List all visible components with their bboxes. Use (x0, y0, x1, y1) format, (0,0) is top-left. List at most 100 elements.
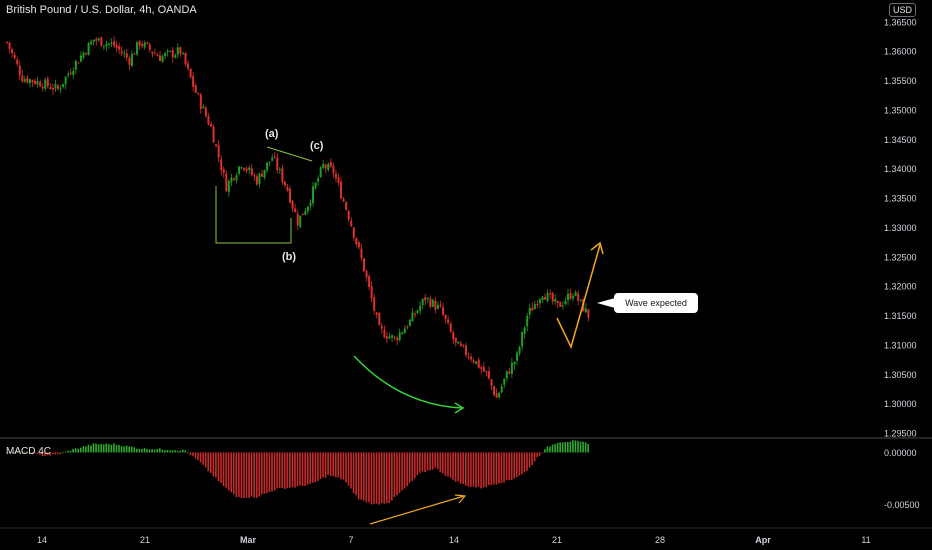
macd-bar (470, 452, 472, 487)
candle (72, 70, 75, 75)
candle (411, 312, 414, 322)
macd-bar (192, 452, 194, 456)
macd-bar (546, 446, 549, 453)
candle (408, 319, 411, 326)
candle (500, 386, 503, 393)
candle (82, 52, 85, 58)
candle (51, 87, 54, 90)
macd-bar (398, 452, 401, 494)
macd-bar (21, 452, 23, 454)
macd-bar (459, 452, 462, 484)
candle (370, 285, 373, 299)
macd-bar (561, 442, 564, 453)
macd-bar (204, 452, 207, 468)
macd-bar (54, 452, 57, 455)
macd-bar (49, 452, 51, 456)
chart-drawings (215, 146, 604, 525)
candle (217, 145, 220, 158)
candle (528, 307, 531, 315)
macd-bar (243, 452, 245, 498)
candle (141, 44, 144, 47)
macd-bar (184, 450, 187, 453)
macd-bar (541, 452, 544, 454)
candle (110, 42, 113, 44)
macd-bar (90, 445, 92, 453)
time-tick-label: 14 (449, 535, 459, 545)
macd-bar (123, 446, 125, 453)
macd-bar (306, 452, 309, 485)
time-tick-label: Apr (755, 535, 771, 545)
candle (283, 181, 286, 186)
macd-bar (11, 451, 13, 453)
candle (74, 60, 77, 70)
macd-bar (130, 446, 133, 453)
macd-bar (225, 452, 227, 488)
macd-bar (105, 443, 108, 453)
candle (462, 344, 465, 347)
macd-bar (436, 452, 439, 470)
macd-bar (136, 448, 138, 453)
macd-bar (357, 452, 360, 500)
macd-bar (26, 451, 28, 453)
candle (521, 332, 524, 347)
candle (289, 188, 292, 203)
candle (266, 162, 269, 171)
candle (477, 359, 480, 368)
macd-bar (393, 452, 396, 497)
macd-bar (572, 440, 574, 453)
macd-bar (475, 452, 477, 488)
macd-bar (551, 444, 554, 453)
candle (559, 302, 562, 307)
candle (480, 367, 483, 369)
candle (416, 310, 419, 313)
macd-bar (202, 452, 204, 465)
candle (151, 51, 154, 54)
candle (564, 300, 567, 304)
macd-bar (549, 446, 551, 453)
macd-bar (79, 447, 82, 453)
candle (212, 126, 215, 143)
macd-bar (286, 452, 289, 488)
candle (87, 42, 90, 56)
candle (153, 53, 156, 55)
macd-bar (77, 448, 79, 453)
macd-bar (212, 452, 215, 477)
macd-bar (240, 452, 243, 498)
candle (538, 299, 541, 304)
candle (312, 186, 314, 204)
macd-bar (281, 452, 283, 489)
candle (436, 304, 439, 309)
macd-bar (217, 452, 220, 482)
candle (526, 315, 529, 327)
candle (577, 293, 580, 301)
currency-button[interactable]: USD (889, 3, 917, 17)
macd-bar (544, 449, 546, 453)
time-tick-label: 14 (37, 535, 47, 545)
macd-bar (521, 452, 523, 475)
candle (426, 298, 429, 300)
candle (544, 297, 547, 300)
macd-bar (327, 452, 329, 475)
candle (161, 55, 164, 62)
price-tick-label: 1.32500 (884, 252, 917, 262)
candle (467, 356, 470, 358)
candle (424, 297, 427, 301)
candle (403, 328, 406, 334)
price-tick-label: 1.33000 (884, 223, 917, 233)
macd-bar (194, 452, 197, 459)
price-pane (6, 36, 590, 399)
candle (345, 202, 348, 210)
macd-bar (39, 452, 41, 455)
candle (179, 47, 182, 54)
candle (337, 177, 340, 183)
candle (579, 299, 582, 301)
candle (115, 45, 118, 48)
macd-bar (559, 442, 561, 453)
macd-bar (16, 451, 18, 453)
macd-bar (319, 452, 322, 480)
candle (184, 52, 187, 65)
candle (498, 392, 501, 398)
macd-indicator-label[interactable]: MACD 4C (6, 446, 52, 457)
time-tick-label: 21 (140, 535, 150, 545)
